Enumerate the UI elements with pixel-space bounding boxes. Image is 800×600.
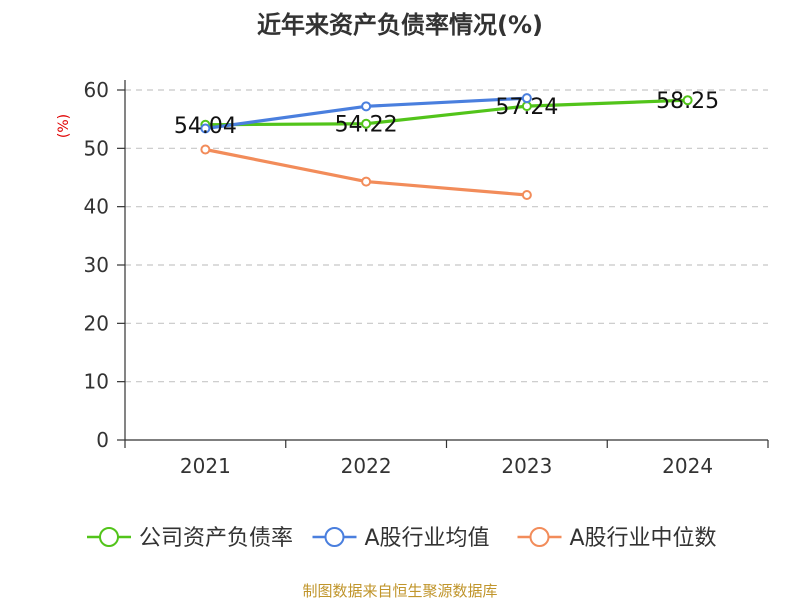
data-point: [361, 118, 372, 129]
axes: 0 10 20 30 40 50 60 2021 2022 2023 2024: [84, 78, 769, 478]
y-tick-label: 20: [84, 311, 109, 335]
data-label: 54.22: [335, 113, 398, 138]
y-tick-label: 10: [84, 370, 109, 394]
y-tick-label: 60: [84, 78, 109, 102]
data-point: [361, 101, 372, 112]
series-group: [200, 93, 693, 200]
x-tick-label: 2023: [501, 454, 552, 478]
data-label: 57.24: [495, 95, 558, 120]
legend-symbol-marker: [324, 527, 345, 547]
y-tick-label: 40: [84, 195, 109, 219]
y-tick-label: 0: [96, 428, 109, 452]
data-point: [361, 176, 372, 187]
data-label: 54.04: [174, 114, 237, 139]
data-labels: 54.04 54.22 57.24 58.25: [174, 89, 719, 139]
legend-symbol-marker: [99, 527, 119, 547]
legend: 公司资产负债率 A股行业均值 A股行业中位数: [87, 526, 717, 551]
series-line: [205, 98, 688, 127]
data-point: [200, 144, 211, 155]
data-point: [682, 95, 693, 106]
legend-symbol-marker: [529, 527, 550, 547]
x-tick-label: 2022: [341, 454, 392, 478]
chart-title: 近年来资产负债率情况(%): [257, 11, 543, 39]
y-tick-label: 30: [84, 253, 109, 277]
data-point: [521, 190, 532, 200]
series-line: [205, 147, 528, 197]
source-note: 制图数据来自恒生聚源数据库: [302, 582, 497, 600]
y-axis-unit-label: (%): [56, 114, 72, 138]
legend-label: A股行业中位数: [570, 526, 717, 551]
y-tick-label: 50: [84, 136, 109, 160]
data-point: [521, 93, 532, 104]
legend-label: A股行业均值: [365, 526, 490, 551]
x-tick-label: 2024: [662, 454, 713, 478]
legend-label: 公司资产负债率: [139, 526, 293, 551]
data-label: 58.25: [656, 89, 719, 114]
x-tick-label: 2021: [180, 454, 231, 478]
gridlines: [125, 89, 768, 383]
data-point: [200, 123, 211, 134]
